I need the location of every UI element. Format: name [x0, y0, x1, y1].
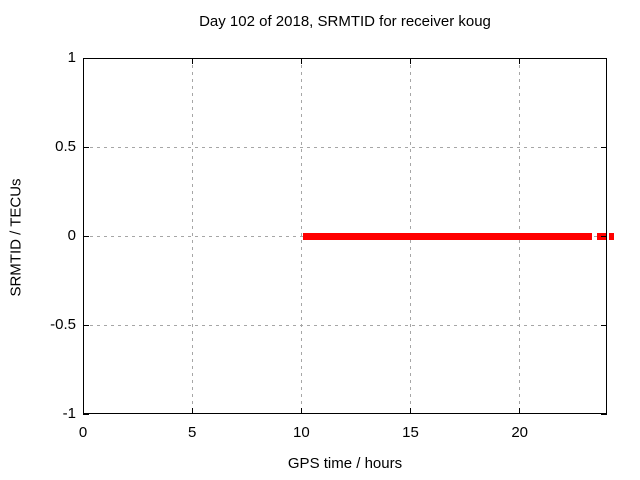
data-series-segment [608, 232, 614, 240]
chart-title: Day 102 of 2018, SRMTID for receiver kou… [199, 13, 491, 30]
y-tick-mark [601, 413, 607, 415]
x-tick-mark [519, 408, 521, 414]
x-tick-mark [300, 58, 302, 64]
y-tick-mark [83, 235, 89, 237]
x-axis-title: GPS time / hours [287, 455, 403, 472]
x-tick-label: 0 [78, 424, 88, 441]
y-tick-mark [601, 57, 607, 59]
x-tick-label: 10 [292, 424, 310, 441]
y-tick-label: 0 [67, 227, 76, 244]
x-tick-mark [410, 408, 411, 414]
y-tick-mark [601, 146, 607, 148]
x-tick-mark [191, 58, 193, 64]
y-tick-label: 1 [67, 49, 76, 66]
y-tick-mark [601, 235, 607, 237]
x-tick-label: 5 [187, 424, 197, 441]
y-axis-title: SRMTID / TECUs [7, 178, 25, 297]
x-tick-mark [300, 408, 302, 414]
y-tick-label: -0.5 [50, 316, 76, 333]
x-tick-label: 20 [511, 424, 528, 441]
x-tick-mark [191, 408, 193, 414]
y-tick-mark [83, 146, 89, 148]
y-tick-mark [601, 324, 607, 326]
data-series-segment [303, 232, 592, 240]
x-tick-mark [82, 408, 84, 414]
y-tick-mark [83, 57, 89, 59]
y-tick-mark [83, 413, 89, 415]
y-tick-label: 0.5 [55, 138, 76, 155]
x-tick-mark [82, 58, 84, 64]
y-tick-label: -1 [62, 405, 76, 422]
grid-line-horizontal [83, 146, 607, 148]
x-tick-label: 15 [402, 424, 419, 441]
x-tick-mark [519, 58, 521, 64]
y-tick-mark [83, 324, 89, 326]
grid-line-horizontal [83, 324, 607, 326]
x-tick-mark [410, 58, 411, 64]
